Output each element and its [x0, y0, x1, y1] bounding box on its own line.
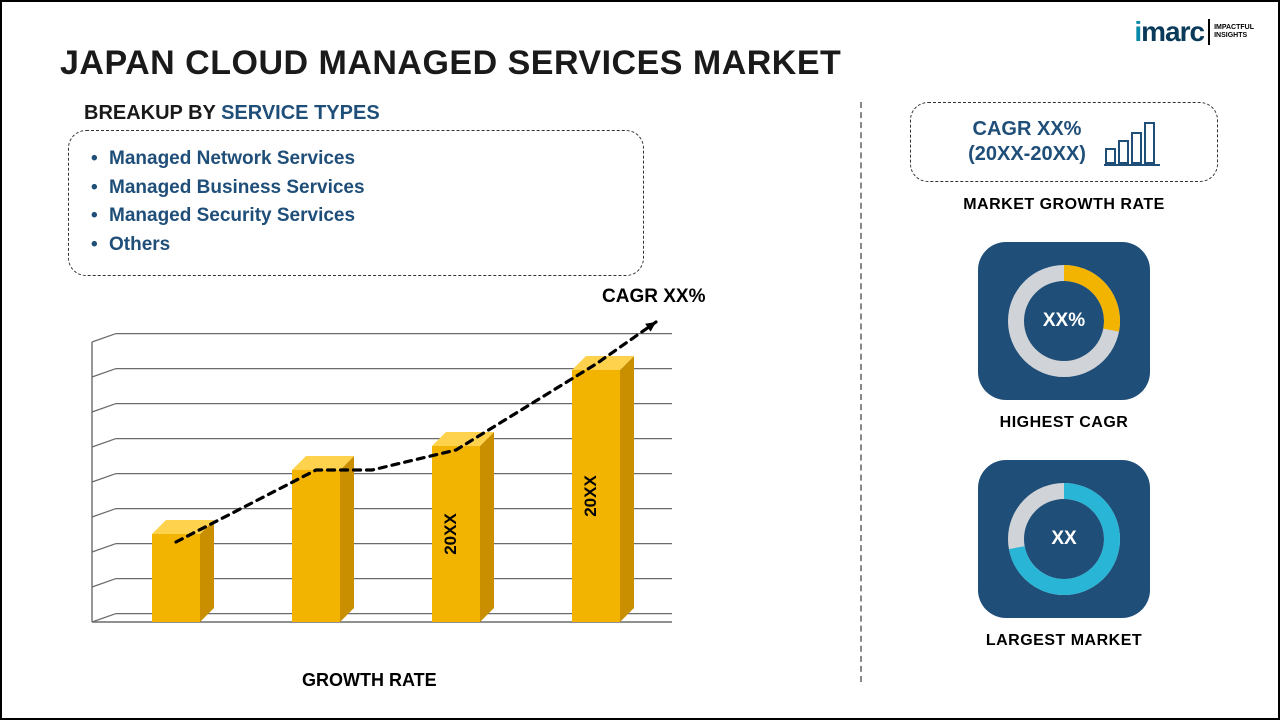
chart-x-axis-label: GROWTH RATE: [302, 670, 437, 691]
list-item: Managed Security Services: [91, 202, 621, 231]
right-column: CAGR XX%(20XX-20XX) MARKET GROWTH RATE X…: [894, 102, 1234, 650]
service-types-box: Managed Network Services Managed Busines…: [68, 130, 644, 276]
svg-text:20XX: 20XX: [441, 513, 460, 555]
list-item: Managed Network Services: [91, 145, 621, 174]
svg-text:20XX: 20XX: [581, 475, 600, 517]
cagr-summary-text: CAGR XX%(20XX-20XX): [968, 117, 1086, 167]
vertical-divider: [860, 102, 862, 682]
largest-market-value: XX: [1051, 528, 1076, 550]
list-item: Others: [91, 231, 621, 260]
largest-market-tile: XX: [978, 460, 1150, 618]
highest-cagr-tile: XX%: [978, 242, 1150, 400]
mini-bars-icon: [1104, 117, 1160, 167]
logo-divider: [1208, 19, 1210, 45]
cagr-summary-box: CAGR XX%(20XX-20XX): [910, 102, 1218, 182]
largest-market-label: LARGEST MARKET: [986, 632, 1142, 650]
market-growth-rate-label: MARKET GROWTH RATE: [963, 196, 1165, 214]
highest-cagr-label: HIGHEST CAGR: [1000, 414, 1129, 432]
brand-tagline: IMPACTFULINSIGHTS: [1214, 24, 1254, 39]
growth-rate-chart: 20XX 20XX: [72, 302, 742, 662]
page-title: JAPAN CLOUD MANAGED SERVICES MARKET: [60, 44, 841, 83]
list-item: Managed Business Services: [91, 174, 621, 203]
highest-cagr-value: XX%: [1043, 310, 1085, 332]
breakup-heading: BREAKUP BY SERVICE TYPES: [84, 102, 380, 125]
brand-wordmark: imarc: [1134, 16, 1204, 48]
service-types-list: Managed Network Services Managed Busines…: [91, 145, 621, 259]
brand-logo: imarc IMPACTFULINSIGHTS: [1134, 16, 1254, 48]
